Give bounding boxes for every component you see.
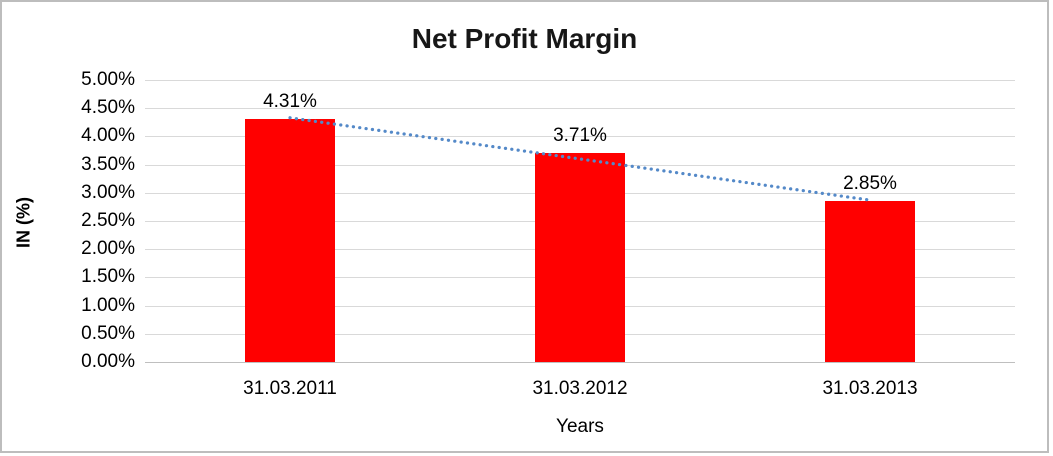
x-axis-category-label: 31.03.2013 <box>822 378 918 399</box>
bar-value-label: 3.71% <box>553 124 607 146</box>
y-axis-tick-label: 0.00% <box>81 351 135 372</box>
y-axis-tick-label: 0.50% <box>81 322 135 344</box>
y-axis-tick-label: 2.00% <box>81 238 135 260</box>
y-axis-title: IN (%) <box>13 197 34 248</box>
chart-title: Net Profit Margin <box>411 23 638 54</box>
bar-value-label: 2.85% <box>843 173 897 195</box>
bar <box>825 201 915 362</box>
bar-value-label: 4.31% <box>263 90 317 112</box>
gridline <box>145 80 1015 81</box>
x-axis-line <box>145 362 1015 363</box>
y-axis-tick-label: 2.50% <box>81 210 135 231</box>
y-axis-tick-label: 1.00% <box>81 294 135 316</box>
bar <box>535 152 625 362</box>
gridline <box>145 108 1015 110</box>
y-axis-tick-label: 5.00% <box>81 69 135 90</box>
x-axis-title: Years <box>556 416 604 437</box>
y-axis-tick-label: 4.00% <box>81 125 135 147</box>
gridline <box>145 136 1015 138</box>
y-axis-tick-label: 3.00% <box>81 181 135 203</box>
y-axis-tick-label: 4.50% <box>81 97 135 119</box>
y-axis-tick-label: 1.50% <box>81 266 135 288</box>
plot-area: 4.31% 3.71% 2.85% <box>145 80 1015 363</box>
trendline-dotted-line <box>288 116 872 202</box>
y-axis-tick-label: 3.50% <box>81 153 135 175</box>
trendline <box>288 116 872 202</box>
x-axis-category-label: 31.03.2011 <box>243 378 337 399</box>
x-axis-category-label: 31.03.2012 <box>532 378 628 399</box>
bar <box>245 118 335 362</box>
